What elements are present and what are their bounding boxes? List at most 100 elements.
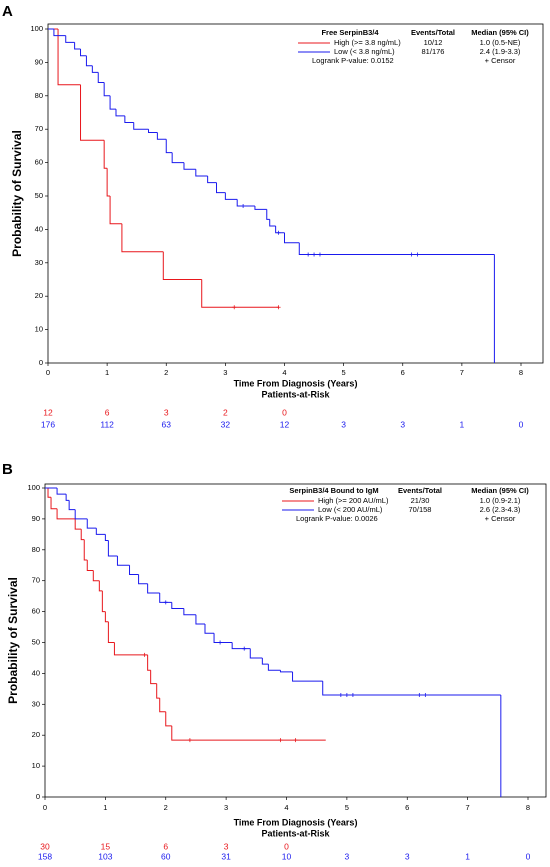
survival-step [266,209,270,220]
at-risk-count: 0 [282,407,287,417]
at-risk-count: 176 [41,419,55,429]
y-tick-label: 90 [32,514,40,523]
at-risk-count: 3 [224,841,229,851]
survival-step [98,580,103,592]
at-risk-count: 112 [100,419,114,429]
legend-name: High (>= 3.8 ng/mL) [334,38,401,47]
censor-mark [232,305,237,310]
survival-step [116,555,130,566]
survival-step [171,152,184,164]
y-tick-label: 30 [32,699,40,708]
censor-mark [276,230,281,235]
y-tick-label: 20 [32,730,40,739]
survival-step [207,175,217,184]
survival-step [103,82,111,97]
survival-step [97,72,105,83]
y-tick-label: 0 [39,358,43,367]
x-tick-label: 2 [164,368,168,377]
survival-step [109,196,122,225]
x-tick-label: 4 [284,803,288,812]
at-risk-count: 0 [284,841,289,851]
y-tick-label: 60 [32,607,40,616]
legend-title: SerpinB3/4 Bound to IgM [289,486,378,495]
censor-mark [187,738,192,743]
y-tick-label: 50 [32,637,40,646]
survival-step [101,590,106,613]
survival-step [92,570,100,582]
x-tick-label: 7 [460,368,464,377]
censor-mark [409,252,414,257]
survival-step [150,670,157,685]
survival-step [113,642,148,656]
survival-step [74,42,81,50]
legend-header: Median (95% CI) [471,28,529,37]
survival-step [91,65,99,73]
at-risk-count: 12 [43,407,53,417]
survival-step [183,162,196,170]
at-risk-count: 32 [221,419,231,429]
legend-header: Median (95% CI) [471,486,529,495]
survival-step [284,232,300,244]
at-risk-count: 3 [345,851,350,861]
risk-title: Patients-at-Risk [261,389,330,399]
survival-step [165,711,172,727]
survival-step [292,671,323,682]
legend-name: Low (< 3.8 ng/mL) [334,47,395,56]
legend-pvalue: Logrank P-value: 0.0152 [312,56,394,65]
survival-step [147,654,151,671]
at-risk-count: 1 [460,419,465,429]
x-tick-label: 0 [46,368,50,377]
survival-step [162,251,202,280]
legend-name: Low (< 200 AU/mL) [318,505,383,514]
survival-step [138,574,148,585]
x-tick-label: 3 [224,803,228,812]
censor-mark [293,738,298,743]
legend-median: 2.4 (1.9-3.3) [480,47,521,56]
censor-mark [317,252,322,257]
x-tick-label: 6 [401,368,405,377]
at-risk-count: 15 [101,841,111,851]
survival-step [224,192,238,200]
y-tick-label: 70 [32,576,40,585]
legend-header: Events/Total [398,486,442,495]
y-tick-label: 90 [35,57,43,66]
legend-median: 1.0 (0.9-2.1) [480,496,521,505]
censor-mark [312,252,317,257]
legend-name: High (>= 200 AU/mL) [318,496,389,505]
censor-mark [276,305,281,310]
survival-step [322,681,501,696]
survival-step [204,623,215,634]
survival-step [65,494,70,501]
survival-step [133,122,149,130]
survival-step [195,169,208,177]
survival-step [129,565,139,576]
x-tick-label: 6 [405,803,409,812]
survival-step [267,664,281,671]
survival-step [68,500,76,511]
at-risk-count: 3 [400,419,405,429]
survival-step [86,518,97,529]
survival-step [107,540,118,557]
at-risk-count: 6 [163,841,168,851]
y-tick-label: 50 [35,191,43,200]
censor-mark [306,252,311,257]
survival-step [279,670,293,673]
y-tick-label: 20 [35,291,43,300]
survival-step [183,608,196,616]
at-risk-count: 10 [282,851,292,861]
survival-step [53,29,66,37]
y-tick-label: 10 [32,761,40,770]
x-tick-label: 5 [342,368,346,377]
legend-censor: + Censor [485,514,516,523]
at-risk-count: 12 [280,419,290,429]
y-tick-label: 100 [30,24,43,33]
survival-step [159,593,172,603]
y-tick-label: 80 [32,545,40,554]
survival-step [56,488,67,495]
censor-mark [241,204,246,209]
at-risk-count: 63 [162,419,172,429]
survival-step [148,129,158,134]
survival-step [65,35,75,43]
survival-step [201,279,279,308]
survival-step [47,488,52,498]
